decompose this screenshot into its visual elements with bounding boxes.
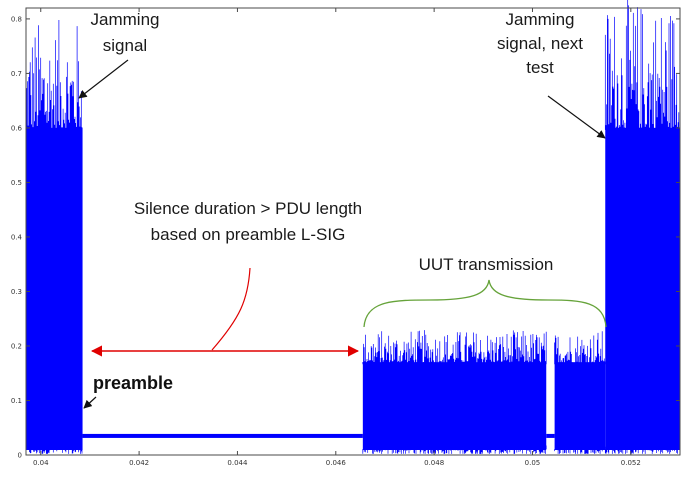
preamble-label-line: preamble: [93, 373, 173, 393]
preamble-arrow: [83, 396, 97, 409]
silence-duration-label: Silence duration > PDU length based on pr…: [134, 199, 362, 244]
x-tick-label: 0.042: [129, 459, 149, 467]
uut-transmission-brace: [363, 279, 607, 328]
signal-segment-4: [554, 331, 606, 454]
jamming-next-arrow: [547, 95, 606, 139]
annotations: Jamming signal Jamming signal, next test Sile…: [78, 10, 607, 409]
jamming-signal-label-line: signal: [103, 36, 147, 55]
jamming-next-label-line: test: [526, 58, 554, 77]
silence-duration-label-line: based on preamble L-SIG: [151, 225, 346, 244]
jamming-signal-label-line: Jamming: [91, 10, 160, 29]
y-tick-label: 0: [18, 452, 22, 460]
signal-segment-1: [82, 433, 363, 438]
preamble-label: preamble: [93, 373, 173, 393]
signal-spikes: [554, 331, 606, 454]
y-tick-label: 0.7: [11, 70, 22, 78]
jamming-signal-label: Jamming signal: [91, 10, 160, 55]
x-tick-label: 0.046: [326, 459, 347, 467]
uut-transmission-label: UUT transmission: [419, 255, 554, 274]
signal-segment-0: [25, 20, 83, 454]
signal-segment-5: [604, 0, 680, 454]
y-tick-label: 0.1: [11, 397, 22, 405]
signal-fill: [605, 127, 680, 451]
signal-segment-3: [546, 433, 555, 438]
jamming-next-label: Jamming signal, next test: [497, 10, 583, 77]
x-tick-label: 0.048: [424, 459, 444, 467]
axis-ticks: 0.04 0.042 0.044 0.046 0.048 0.05 0.052 0 0.1 0.2…: [11, 8, 680, 467]
jamming-next-label-line: Jamming: [506, 10, 575, 29]
y-tick-label: 0.8: [11, 15, 22, 23]
signal-fill: [26, 127, 83, 451]
y-tick-label: 0.6: [11, 124, 23, 132]
jamming-signal-arrow: [78, 59, 129, 99]
y-tick-label: 0.5: [11, 179, 22, 187]
y-tick-label: 0.4: [11, 233, 23, 241]
plot-frame: [25, 7, 681, 456]
uut-transmission-label-line: UUT transmission: [419, 255, 554, 274]
y-tick-label: 0.2: [11, 342, 22, 350]
x-tick-label: 0.04: [33, 459, 49, 467]
silence-duration-pointer: [211, 267, 251, 351]
x-tick-label: 0.052: [621, 459, 641, 467]
signal-series: [25, 0, 680, 454]
y-tick-label: 0.3: [11, 288, 22, 296]
signal-fill: [554, 362, 606, 450]
x-tick-label: 0.05: [525, 459, 541, 467]
signal-segment-2: [362, 330, 547, 454]
signal-fill: [362, 362, 547, 450]
signal-spikes: [362, 330, 547, 454]
x-tick-label: 0.044: [227, 459, 248, 467]
silence-duration-label-line: Silence duration > PDU length: [134, 199, 362, 218]
jamming-next-label-line: signal, next: [497, 34, 583, 53]
signal-spikes: [604, 0, 680, 454]
